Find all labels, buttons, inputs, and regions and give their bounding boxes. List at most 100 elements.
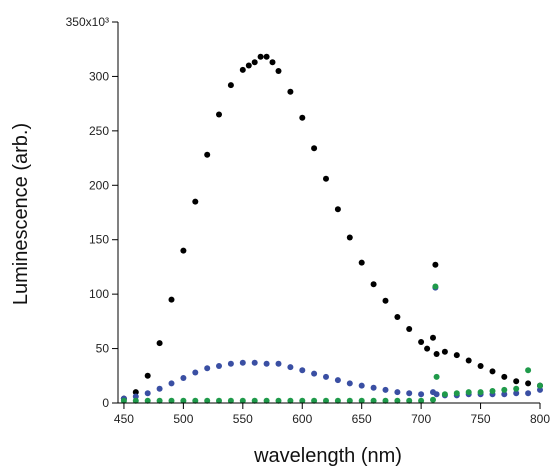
data-point	[433, 373, 440, 380]
data-point	[394, 314, 401, 320]
data-point	[216, 397, 222, 404]
data-point	[370, 384, 377, 391]
data-point	[299, 397, 306, 404]
data-point	[433, 391, 440, 398]
data-point	[275, 360, 282, 367]
data-point	[144, 372, 151, 379]
data-point	[275, 68, 282, 74]
data-series-3	[120, 283, 543, 404]
x-tick-label: 450	[114, 412, 134, 426]
data-point	[132, 393, 139, 400]
data-point	[537, 386, 543, 393]
data-point	[501, 373, 508, 380]
x-tick-label: 750	[471, 412, 491, 426]
data-point	[334, 206, 341, 213]
data-point	[501, 391, 508, 398]
x-axis-ticks: 450 500 550 600 650 700 750 800	[114, 403, 550, 426]
data-point	[382, 386, 389, 393]
data-point	[358, 397, 365, 404]
data-point	[263, 360, 270, 367]
data-point	[156, 385, 163, 392]
y-tick-label: 0	[102, 396, 109, 410]
data-point	[275, 397, 282, 404]
data-point	[204, 151, 211, 158]
data-point	[453, 352, 460, 359]
data-point	[227, 82, 234, 89]
data-point	[192, 397, 199, 404]
data-point	[257, 53, 264, 60]
data-point	[251, 397, 258, 404]
data-point	[513, 390, 520, 397]
y-tick-label: 50	[96, 342, 110, 356]
y-tick-label: 250	[89, 124, 109, 138]
data-point	[323, 175, 329, 182]
data-point	[299, 367, 306, 374]
data-point	[269, 59, 276, 66]
axes	[117, 22, 540, 404]
data-point	[287, 364, 294, 371]
data-point	[192, 198, 199, 205]
x-tick-label: 550	[233, 412, 253, 426]
data-point	[430, 396, 436, 403]
data-point	[144, 397, 151, 404]
data-point	[204, 365, 211, 372]
data-point	[132, 389, 139, 396]
y-tick-label: 350x10³	[66, 15, 109, 29]
data-point	[216, 111, 222, 118]
data-point	[239, 397, 246, 404]
data-point	[418, 391, 425, 398]
y-tick-label: 300	[89, 69, 109, 83]
data-point	[334, 397, 341, 404]
data-point	[406, 397, 413, 404]
data-point	[168, 380, 175, 387]
data-point	[144, 390, 151, 397]
y-tick-label: 100	[89, 287, 109, 301]
data-point	[299, 114, 306, 121]
data-point	[465, 357, 472, 364]
data-point	[287, 88, 294, 95]
data-point	[156, 340, 163, 347]
data-point	[370, 397, 377, 404]
data-point	[323, 373, 329, 380]
data-point	[406, 326, 413, 332]
data-point	[311, 370, 318, 377]
data-point	[513, 385, 520, 392]
data-point	[346, 380, 353, 387]
data-point	[424, 345, 431, 352]
data-point	[180, 375, 187, 381]
data-point	[394, 397, 401, 404]
plot-area	[120, 53, 543, 404]
data-point	[489, 368, 496, 375]
data-point	[204, 397, 211, 404]
data-point	[323, 397, 329, 404]
data-point	[311, 145, 318, 152]
data-point	[406, 390, 413, 397]
data-point	[263, 397, 270, 404]
data-point	[227, 397, 234, 404]
x-tick-label: 650	[352, 412, 372, 426]
data-point	[216, 363, 222, 369]
data-point	[430, 334, 436, 341]
data-point	[489, 388, 496, 394]
data-point	[433, 351, 440, 357]
y-tick-label: 200	[89, 178, 109, 192]
data-point	[120, 397, 127, 404]
data-point	[418, 339, 425, 345]
data-point	[477, 363, 484, 369]
data-point	[180, 397, 187, 404]
data-point	[263, 53, 270, 60]
x-tick-label: 700	[411, 412, 431, 426]
y-axis-label: Luminescence (arb.)	[10, 123, 32, 305]
data-point	[227, 360, 234, 367]
data-point	[168, 296, 175, 303]
data-point	[418, 397, 425, 404]
data-point	[168, 397, 175, 404]
data-point	[501, 386, 508, 393]
data-point	[239, 359, 246, 366]
data-point	[132, 397, 139, 404]
data-point	[311, 397, 318, 404]
data-series-1	[120, 53, 543, 402]
data-point	[346, 397, 353, 404]
data-point	[432, 283, 439, 290]
